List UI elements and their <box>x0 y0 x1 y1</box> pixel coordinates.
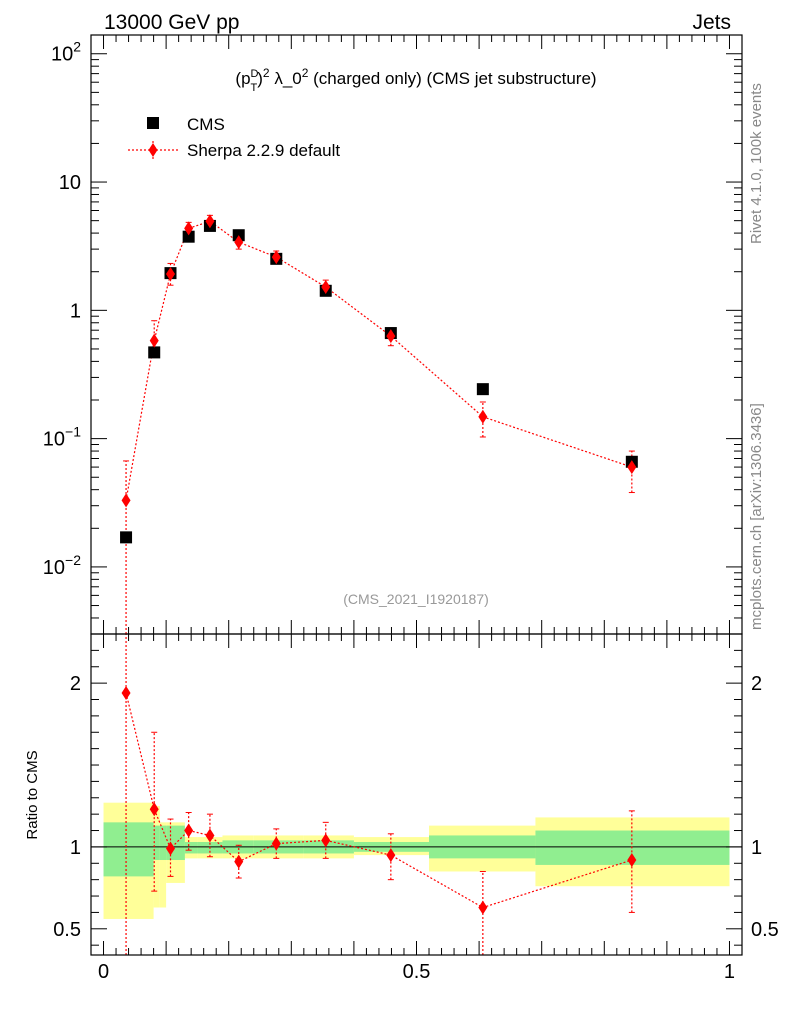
header-left-label: 13000 GeV pp <box>104 11 239 34</box>
main-y-tick-label: 10−1 <box>43 424 81 451</box>
uncertainty-band-inner <box>103 822 154 877</box>
ratio-sherpa-point <box>205 828 215 843</box>
plot-title: (pD T)2 λ_02 (charged only) (CMS jet subs… <box>235 66 596 94</box>
ratio-y-tick-label-left: 1 <box>70 837 81 859</box>
main-y-tick-label: 10−2 <box>43 552 81 579</box>
sherpa-point <box>205 214 215 229</box>
x-tick-label: 0 <box>98 961 109 983</box>
main-y-tick-label: 102 <box>51 39 81 66</box>
ratio-frame <box>90 633 743 956</box>
sherpa-point <box>271 250 281 265</box>
sherpa-point <box>627 460 637 475</box>
main-y-tick-label: 1 <box>70 300 81 322</box>
ratio-sherpa-point <box>386 848 396 863</box>
ratio-y-tick-label-right: 2 <box>751 673 762 695</box>
analysis-watermark: (CMS_2021_I1920187) <box>343 591 489 607</box>
legend-cms-label: CMS <box>187 115 225 134</box>
legend-sherpa-label: Sherpa 2.2.9 default <box>187 141 340 160</box>
ratio-sherpa-point <box>478 900 488 915</box>
ratio-sherpa-point <box>234 854 244 869</box>
ratio-sherpa-point <box>321 833 331 848</box>
ratio-sherpa-point <box>184 823 194 838</box>
ratio-sherpa-point <box>165 841 175 856</box>
main-panel: (pD T)2 λ_02 (charged only) (CMS jet subs… <box>43 34 743 635</box>
main-y-tick-label: 10 <box>59 172 81 194</box>
ratio-y-tick-label-left: 0.5 <box>53 919 81 941</box>
sherpa-point <box>149 333 159 348</box>
cms-point <box>120 531 133 544</box>
sherpa-point <box>234 235 244 250</box>
ratio-y-label: Ratio to CMS <box>24 750 41 839</box>
sherpa-point <box>321 280 331 295</box>
ratio-y-tick-label-left: 2 <box>70 673 81 695</box>
ratio-y-tick-label-right: 0.5 <box>751 919 779 941</box>
sherpa-line <box>125 220 633 501</box>
ratio-sherpa-point <box>271 836 281 851</box>
sherpa-point <box>121 493 131 508</box>
cms-point <box>148 346 161 359</box>
ratio-panel: 0.5 0.5 1 1 2 2 0 0.5 1 Ratio to CMS <box>24 633 779 983</box>
ratio-y-tick-label-right: 1 <box>751 837 762 859</box>
x-tick-label: 1 <box>724 961 735 983</box>
x-tick-label: 0.5 <box>403 961 431 983</box>
ratio-sherpa-point <box>121 685 131 700</box>
sherpa-point <box>478 409 488 424</box>
source-label: mcplots.cern.ch [arXiv:1306.3436] <box>748 403 765 630</box>
cms-point <box>182 230 195 243</box>
sherpa-point <box>184 221 194 236</box>
header-right-label: Jets <box>692 11 731 34</box>
legend-sherpa-marker <box>148 143 158 157</box>
ratio-sherpa-point <box>149 802 159 817</box>
ratio-sherpa-point <box>627 853 637 868</box>
uncertainty-band-inner <box>153 825 160 861</box>
uncertainty-band-inner <box>184 841 198 854</box>
cms-point <box>476 383 489 396</box>
uncertainty-band-outer <box>159 822 167 908</box>
uncertainty-band-inner <box>159 825 167 861</box>
rivet-version-label: Rivet 4.1.0, 100k events <box>748 83 765 244</box>
legend-cms-marker <box>147 117 159 129</box>
sherpa-point <box>386 329 396 344</box>
sherpa-point <box>165 266 175 281</box>
